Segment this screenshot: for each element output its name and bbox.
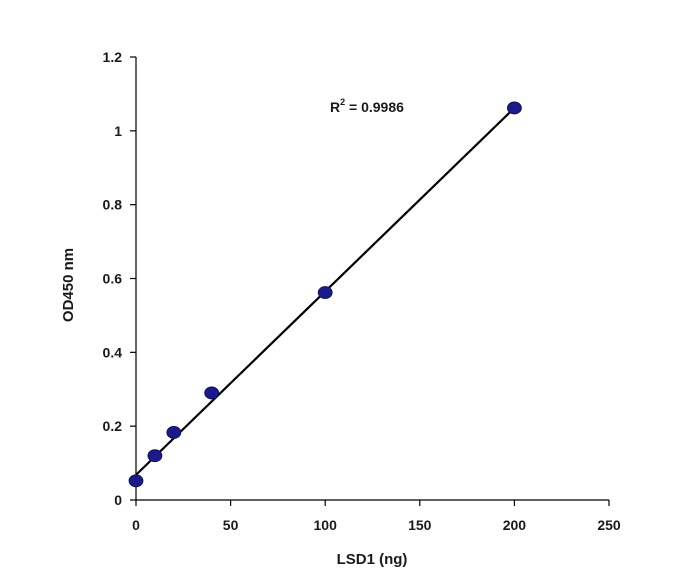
data-points	[128, 101, 522, 488]
y-tick-label: 1.2	[103, 49, 123, 65]
data-point	[507, 101, 522, 115]
y-tick-labels: 0 0.2 0.4 0.6 0.8 1 1.2	[103, 49, 123, 508]
x-tick-label: 250	[597, 517, 621, 533]
x-tick-label: 100	[314, 517, 338, 533]
y-tick-label: 0.8	[103, 197, 123, 213]
axes	[130, 56, 610, 506]
data-point	[317, 286, 333, 299]
data-point	[128, 474, 144, 488]
x-tick-labels: 0 50 100 150 200 250	[132, 517, 621, 533]
x-tick-label: 200	[503, 517, 527, 533]
x-tick-label: 0	[132, 517, 140, 533]
r-squared-annotation: R2 = 0.9986	[330, 97, 404, 115]
y-tick-label: 0	[114, 492, 122, 508]
y-tick-label: 0.6	[103, 271, 123, 287]
data-point	[147, 449, 163, 463]
y-axis-title: OD450 nm	[60, 248, 77, 322]
r-label: R	[330, 99, 340, 115]
x-tick-label: 150	[408, 517, 432, 533]
r-value: = 0.9986	[345, 99, 404, 115]
data-point	[204, 386, 220, 400]
x-tick-label: 50	[223, 517, 239, 533]
y-tick-label: 0.4	[103, 344, 123, 360]
x-axis-title: LSD1 (ng)	[337, 551, 408, 568]
y-tick-label: 0.2	[103, 418, 123, 434]
y-tick-label: 1	[114, 123, 122, 139]
data-point	[166, 426, 182, 439]
r-superscript: 2	[340, 97, 345, 107]
